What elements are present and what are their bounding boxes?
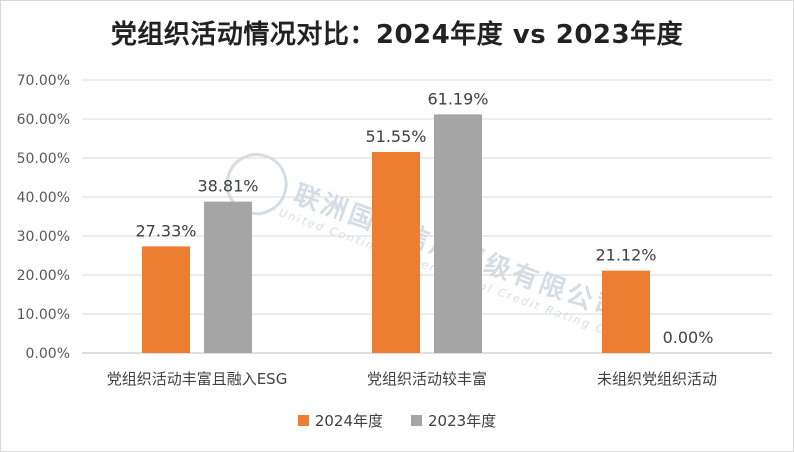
- bars: [142, 114, 650, 353]
- data-label: 0.00%: [663, 328, 714, 347]
- y-tick-label: 60.00%: [17, 112, 70, 128]
- legend-label: 2023年度: [428, 412, 497, 430]
- legend-swatch: [411, 415, 422, 426]
- y-tick-label: 0.00%: [26, 346, 70, 362]
- data-label: 21.12%: [595, 246, 656, 265]
- legend-item: 2024年度: [297, 410, 383, 431]
- data-label: 61.19%: [427, 89, 488, 108]
- data-label: 51.55%: [365, 127, 426, 146]
- legend: 2024年度 2023年度: [0, 410, 794, 431]
- y-tick-labels: 0.00% 10.00% 20.00% 30.00% 40.00% 50.00% 60.00…: [17, 73, 70, 362]
- data-labels: 27.33% 38.81% 51.55%61.19% 21.12% 0.00%: [135, 89, 713, 347]
- y-tick-label: 70.00%: [17, 73, 70, 89]
- x-tick-label: 未组织党组织活动: [597, 370, 717, 388]
- legend-swatch: [297, 415, 309, 426]
- y-tick-label: 20.00%: [17, 268, 70, 284]
- bar: [204, 201, 252, 353]
- y-tick-label: 40.00%: [17, 190, 70, 206]
- y-tick-label: 10.00%: [17, 307, 70, 323]
- legend-label: 2024年度: [314, 412, 383, 430]
- legend-item: 2023年度: [411, 410, 496, 431]
- data-label: 38.81%: [197, 177, 258, 196]
- x-tick-labels: 党组织活动丰富且融入ESG 党组织活动较丰富 未组织党组织活动: [107, 370, 717, 388]
- bar: [142, 246, 190, 353]
- bar: [434, 114, 482, 353]
- bar: [602, 270, 650, 353]
- y-tick-label: 30.00%: [17, 229, 70, 245]
- y-tick-label: 50.00%: [17, 151, 70, 167]
- chart-title: 党组织活动情况对比：2024年度 vs 2023年度: [110, 20, 684, 50]
- bar: [372, 151, 420, 353]
- gridlines: [82, 79, 772, 354]
- x-tick-label: 党组织活动丰富且融入ESG: [107, 370, 288, 388]
- data-label: 27.33%: [135, 221, 196, 240]
- x-tick-label: 党组织活动较丰富: [367, 370, 487, 388]
